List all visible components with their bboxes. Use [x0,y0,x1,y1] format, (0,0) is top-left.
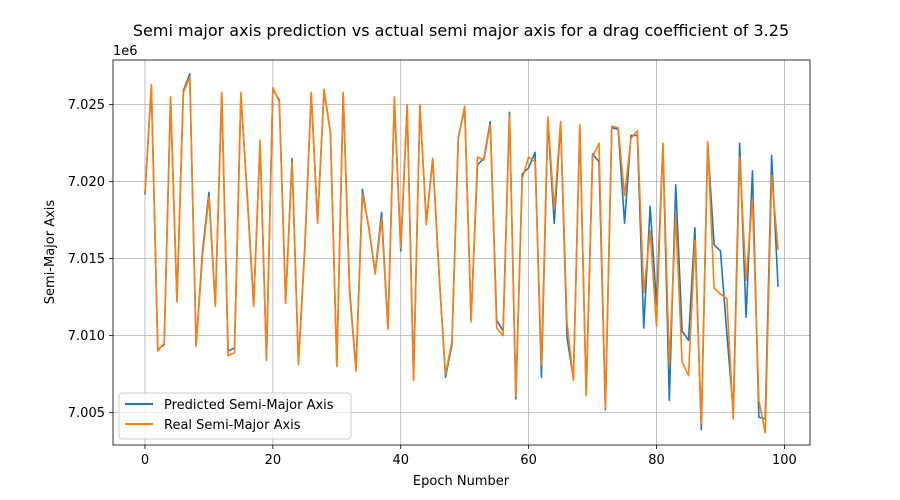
x-tick-label: 80 [648,453,665,468]
legend: Predicted Semi-Major Axis Real Semi-Majo… [118,392,352,440]
x-tick-label: 0 [141,453,149,468]
series-layer [144,73,779,434]
legend-label-predicted: Predicted Semi-Major Axis [164,398,334,413]
y-tick-label: 7.010 [68,329,105,344]
x-tick-label: 20 [265,453,282,468]
legend-label-real: Real Semi-Major Axis [164,418,301,433]
y-axis-offset-label: 1e6 [113,44,138,59]
ticks-layer: 0 20 40 60 80 100 7.005 7.010 7.015 7.020 7.025 [68,98,797,468]
x-tick-label: 40 [392,453,409,468]
y-tick-label: 7.005 [68,406,105,421]
x-tick-label: 60 [520,453,537,468]
y-tick-label: 7.015 [68,252,105,267]
legend-box [118,392,352,440]
real-series-line [144,76,779,434]
chart-title: Semi major axis prediction vs actual sem… [133,21,789,40]
y-axis-label: Semi-Major Axis [43,200,58,305]
y-tick-label: 7.025 [68,98,105,113]
x-tick-label: 100 [772,453,797,468]
x-axis-label: Epoch Number [413,474,510,489]
y-tick-label: 7.020 [68,175,105,190]
plot-area-frame [112,59,811,446]
